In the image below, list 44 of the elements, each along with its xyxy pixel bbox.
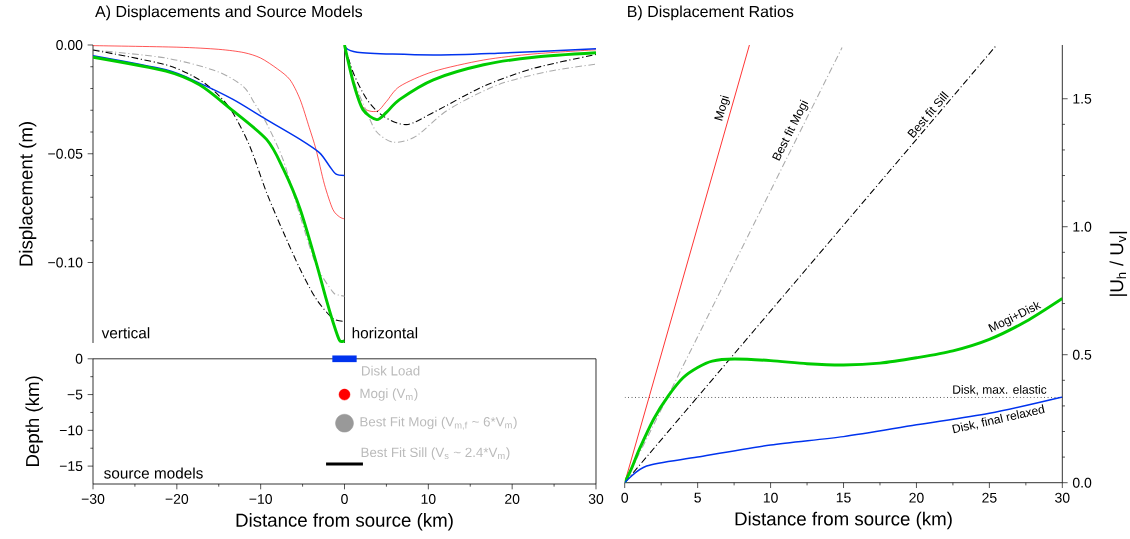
x-tick-label: −30 [81,494,105,504]
y-tick-label: 0.0 [1072,477,1092,488]
y-tick-label: 1.5 [1073,93,1092,104]
x-tick-label: 0 [621,492,629,503]
y-axis-title: Displacement (m) [18,122,37,266]
series-label: Disk Load [362,365,420,376]
x-axis-title: Distance from source (km) [735,511,952,530]
y-axis-title: |U$_{h}$ / U$_{v}$| [1109,231,1128,296]
x-tick-label: 20 [909,492,924,503]
annotation: source models [104,467,203,479]
y-axis-title: Depth (km) [25,376,43,467]
y-tick-label: 1.0 [1073,221,1092,232]
y-tick-label: −15 [59,461,83,472]
x-tick-label: 15 [836,492,851,503]
x-tick-label: 25 [982,492,997,503]
series-label: Mogi (V$_{m}$) [360,388,418,401]
text: Disk, final relaxed [952,404,1045,434]
line-series [93,54,346,177]
text: Mogi [714,95,730,121]
y-tick-label: 0 [75,353,83,364]
chart-title: B) Displacement Ratios [628,5,794,21]
text: Best fit Mogi [772,99,809,161]
annotation: horizontal [352,327,418,339]
y-tick-label: 0.5 [1072,349,1092,360]
y-tick-label: −10 [59,425,83,436]
y-tick-label: −0.10 [48,257,83,268]
y-tick-label: −0.05 [48,148,83,159]
annotation: vertical [101,327,150,339]
ref-line-label: Disk, max. elastic [953,384,1047,396]
x-tick-label: 10 [421,494,436,504]
x-tick-label: −10 [249,494,272,504]
y-tick-label: −5 [67,389,83,400]
x-tick-label: 30 [588,494,604,504]
x-tick-label: 30 [1055,492,1070,503]
y-tick-label: 0.00 [56,40,83,50]
x-tick-label: 0 [341,494,348,504]
x-tick-label: 20 [505,494,520,504]
series-label: Best Fit Mogi (V$_{m,f}$ ~ 6*V$_{m}$) [360,416,517,430]
x-axis-title: Distance from source (km) [236,513,453,531]
chart-title: A) Displacements and Source Models [95,5,363,21]
x-tick-label: −20 [165,494,189,504]
line-series [93,45,345,220]
x-tick-label: 10 [763,492,778,503]
x-tick-label: 5 [694,492,701,503]
